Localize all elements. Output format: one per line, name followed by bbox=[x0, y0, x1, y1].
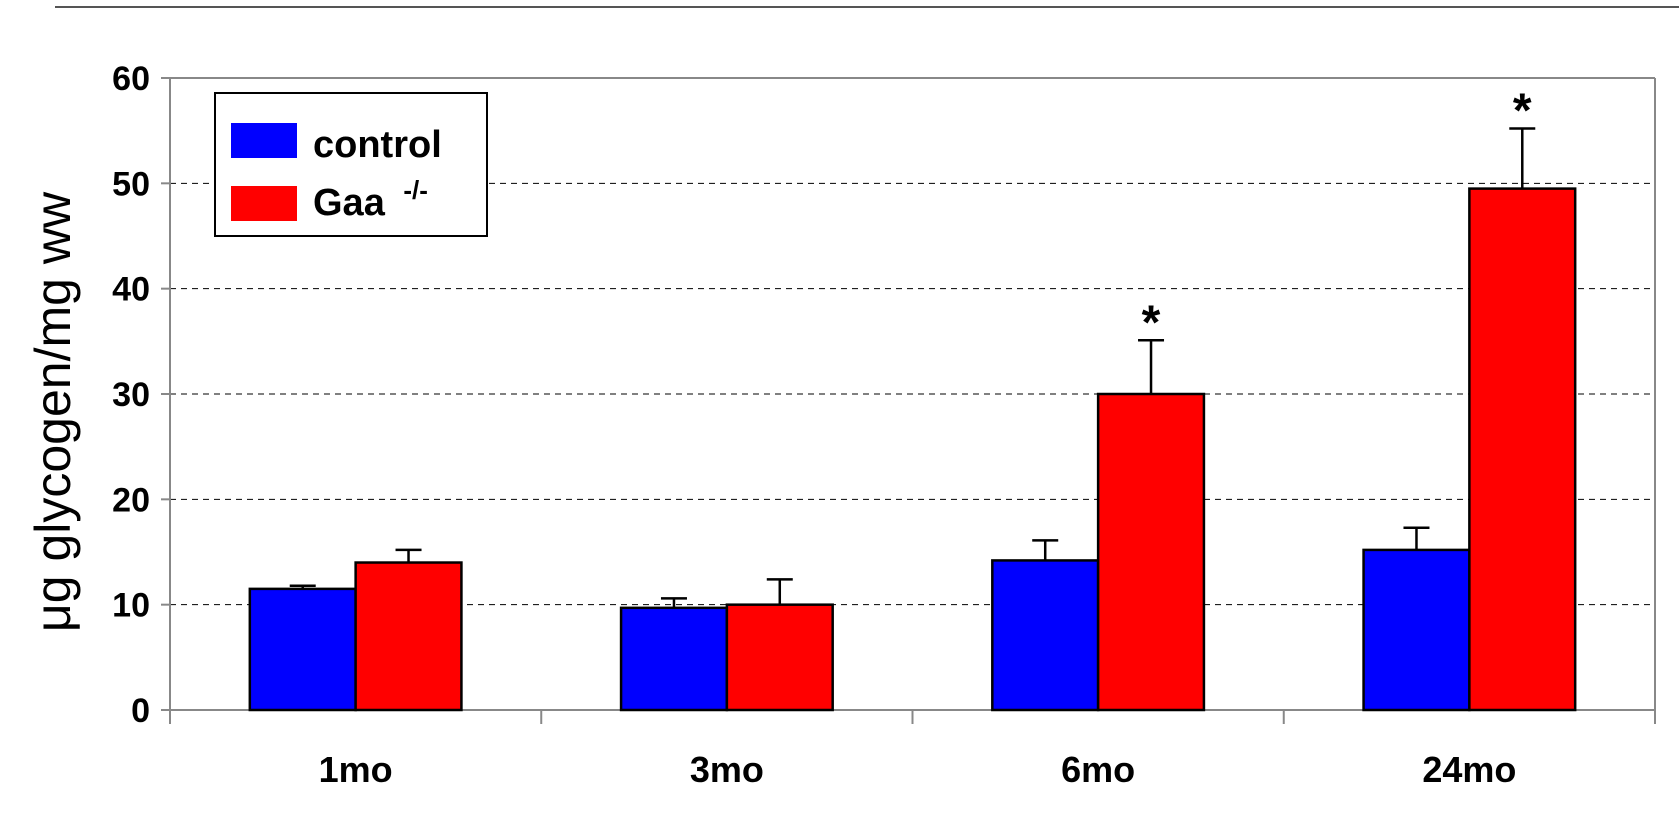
legend-swatch-gaa bbox=[231, 186, 297, 221]
bar-gaa-24mo bbox=[1468, 187, 1577, 712]
bar-control-3mo bbox=[619, 606, 729, 712]
bar-gaa-1mo bbox=[354, 561, 463, 712]
bar-gaa-6mo bbox=[1096, 392, 1206, 712]
bars bbox=[248, 127, 1577, 712]
y-tick-label: 20 bbox=[112, 481, 150, 519]
x-tick-label-6mo: 6mo bbox=[1061, 749, 1135, 790]
y-tick-label: 40 bbox=[112, 271, 150, 309]
grid-lines bbox=[170, 182, 1655, 606]
bar-control-1mo bbox=[248, 587, 357, 712]
y-tick-label: 10 bbox=[112, 587, 150, 625]
y-tick-label: 50 bbox=[112, 165, 150, 203]
significance-marker: * bbox=[1513, 85, 1532, 138]
legend-label-gaa-text: Gaa bbox=[313, 182, 386, 224]
y-tick-label: 60 bbox=[112, 60, 150, 98]
y-tick-label: 0 bbox=[131, 692, 150, 730]
legend-label-control: control bbox=[313, 124, 442, 166]
significance-marker: * bbox=[1142, 296, 1161, 349]
legend: control Gaa -/- bbox=[214, 92, 488, 237]
bar-control-6mo bbox=[991, 559, 1100, 712]
bar-control-24mo bbox=[1362, 548, 1471, 712]
legend-label-gaa-superscript: -/- bbox=[403, 175, 428, 205]
y-tick-label: 30 bbox=[112, 376, 150, 414]
bar-gaa-3mo bbox=[725, 603, 834, 712]
legend-label-gaa: Gaa -/- bbox=[313, 175, 428, 224]
x-tick-label-3mo: 3mo bbox=[690, 749, 764, 790]
axis-labels: 0 10 20 30 40 50 60 1mo 3mo * 6mo * 24mo bbox=[112, 60, 1532, 790]
x-tick-label-24mo: 24mo bbox=[1422, 749, 1516, 790]
y-axis-label: μg glycogen/mg ww bbox=[25, 191, 81, 632]
legend-swatch-control bbox=[231, 123, 297, 158]
x-tick-label-1mo: 1mo bbox=[319, 749, 393, 790]
